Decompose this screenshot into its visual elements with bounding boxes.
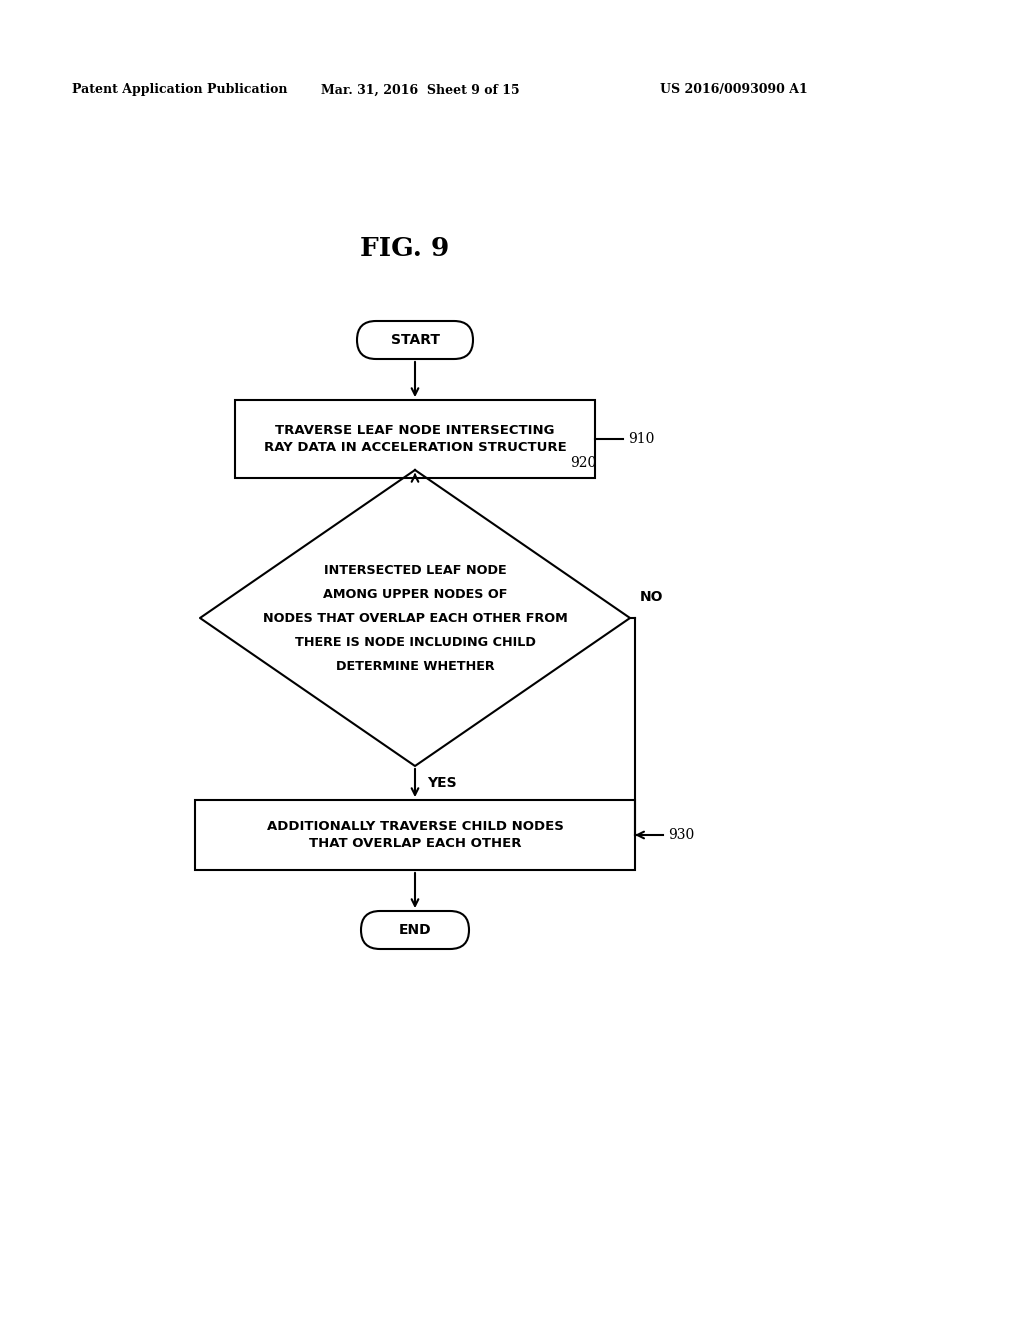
Text: US 2016/0093090 A1: US 2016/0093090 A1: [660, 83, 808, 96]
Text: NO: NO: [640, 590, 664, 605]
Bar: [234, 400, 595, 478]
Text: END: END: [398, 923, 431, 937]
Text: THERE IS NODE INCLUDING CHILD: THERE IS NODE INCLUDING CHILD: [295, 635, 536, 648]
Text: YES: YES: [427, 776, 457, 789]
Text: Mar. 31, 2016  Sheet 9 of 15: Mar. 31, 2016 Sheet 9 of 15: [321, 83, 519, 96]
Text: 920: 920: [570, 455, 596, 470]
Text: ADDITIONALLY TRAVERSE CHILD NODES
THAT OVERLAP EACH OTHER: ADDITIONALLY TRAVERSE CHILD NODES THAT O…: [266, 820, 563, 850]
Text: NODES THAT OVERLAP EACH OTHER FROM: NODES THAT OVERLAP EACH OTHER FROM: [262, 611, 567, 624]
Text: TRAVERSE LEAF NODE INTERSECTING
RAY DATA IN ACCELERATION STRUCTURE: TRAVERSE LEAF NODE INTERSECTING RAY DATA…: [263, 424, 566, 454]
Text: AMONG UPPER NODES OF: AMONG UPPER NODES OF: [323, 587, 507, 601]
FancyBboxPatch shape: [357, 321, 473, 359]
Text: FIG. 9: FIG. 9: [360, 235, 450, 260]
Text: INTERSECTED LEAF NODE: INTERSECTED LEAF NODE: [324, 564, 506, 577]
Text: 910: 910: [628, 432, 654, 446]
Text: START: START: [390, 333, 439, 347]
FancyBboxPatch shape: [361, 911, 469, 949]
Text: 930: 930: [668, 828, 694, 842]
Bar: [195, 800, 635, 870]
Text: Patent Application Publication: Patent Application Publication: [72, 83, 288, 96]
Text: DETERMINE WHETHER: DETERMINE WHETHER: [336, 660, 495, 672]
